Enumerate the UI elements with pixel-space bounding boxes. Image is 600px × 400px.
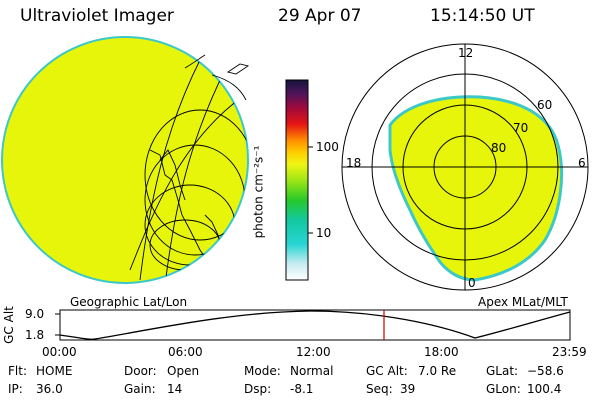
gain-value: 14 [167, 382, 183, 396]
altitude-plot [55, 309, 571, 341]
altitude-ytick-1-8: 1.8 [25, 328, 45, 342]
xtick-1800: 18:00 [424, 345, 459, 359]
mlt-label-18: 18 [346, 156, 362, 170]
glon-value: 100.4 [527, 382, 562, 396]
altitude-curve [59, 310, 571, 340]
gcalt-value: 7.0 Re [418, 364, 457, 378]
lat-label-80: 80 [491, 141, 507, 155]
flt-label: Flt: [8, 364, 27, 378]
time-label: 15:14:50 UT [430, 6, 535, 26]
door-label: Door: [124, 364, 157, 378]
mode-value: Normal [290, 364, 334, 378]
date-label: 29 Apr 07 [278, 6, 362, 26]
colorbar-title: photon cm⁻²s⁻¹ [251, 145, 266, 239]
lat-label-60: 60 [537, 98, 553, 112]
ip-label: IP: [8, 382, 23, 396]
gcalt-label: GC Alt: [366, 364, 408, 378]
mode-label: Mode: [244, 364, 281, 378]
polar-plot [341, 43, 589, 291]
seq-value: 39 [400, 382, 416, 396]
mlt-label-0: 0 [468, 276, 476, 290]
altitude-ylabel: GC Alt [1, 306, 16, 344]
geographic-label: Geographic Lat/Lon [70, 295, 188, 309]
xtick-0600: 06:00 [168, 345, 203, 359]
xtick-0000: 00:00 [42, 345, 77, 359]
glon-label: GLon: [486, 382, 521, 396]
instrument-title: Ultraviolet Imager [20, 6, 174, 26]
xtick-2359: 23:59 [552, 345, 587, 359]
altitude-ytick-9: 9.0 [25, 307, 45, 321]
seq-label: Seq: [366, 382, 393, 396]
mlt-label-12: 12 [458, 46, 474, 60]
dsp-label: Dsp: [244, 382, 272, 396]
ip-value: 36.0 [36, 382, 63, 396]
color-scale-bar [285, 79, 313, 281]
glat-label: GLat: [486, 364, 519, 378]
gain-label: Gain: [124, 382, 156, 396]
colorbar-tick-10: 10 [316, 226, 332, 240]
geographic-image [1, 36, 250, 284]
flt-value: HOME [36, 364, 73, 378]
apex-label: Apex MLat/MLT [478, 295, 568, 309]
aurora-region [388, 95, 564, 282]
xtick-1200: 12:00 [296, 345, 331, 359]
dsp-value: -8.1 [290, 382, 314, 396]
colorbar-tick-100: 100 [316, 140, 339, 154]
glat-value: −58.6 [527, 364, 564, 378]
lat-label-70: 70 [513, 121, 529, 135]
door-value: Open [167, 364, 200, 378]
mlt-label-6: 6 [578, 156, 586, 170]
